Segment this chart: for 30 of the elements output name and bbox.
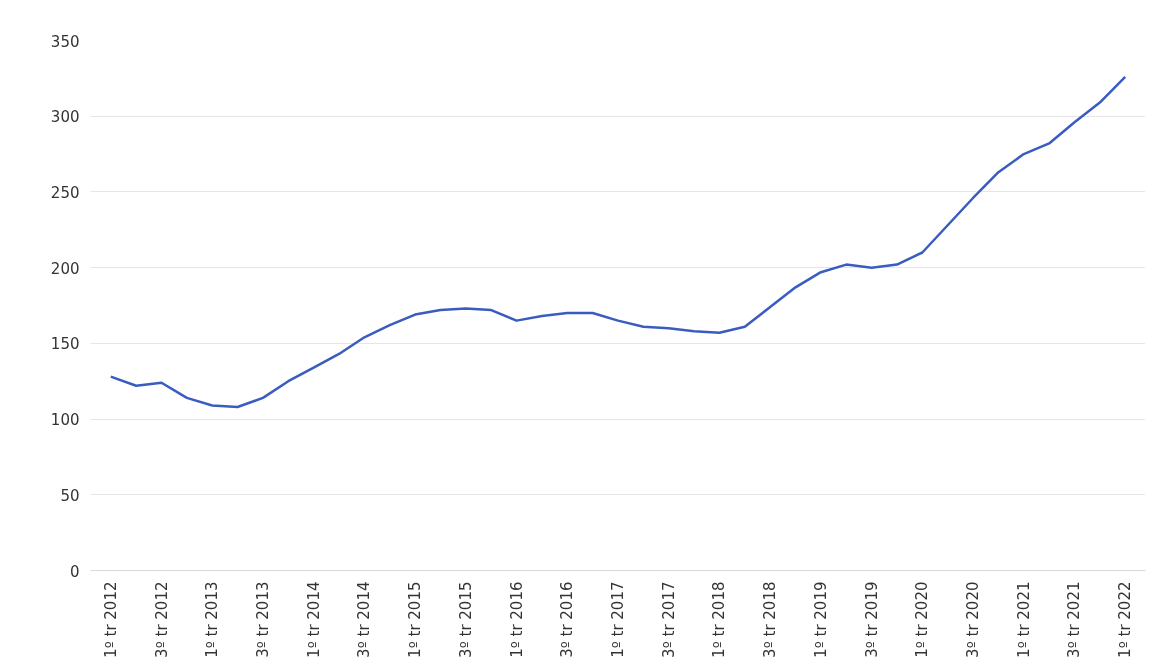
y-tick-label: 250 — [50, 183, 80, 202]
x-tick-label: 1º tr 2014 — [304, 581, 323, 658]
x-tick-label: 1º tr 2017 — [609, 581, 627, 658]
x-tick-label: 1º tr 2015 — [406, 581, 425, 658]
x-tick-label: 1º tr 2016 — [507, 581, 526, 658]
y-tick-label: 350 — [50, 32, 80, 51]
y-tick-label: 150 — [50, 335, 80, 354]
x-tick-label: 1º tr 2022 — [1116, 581, 1135, 658]
x-tick-label: 1º tr 2012 — [101, 581, 120, 658]
x-tick-label: 3º tr 2016 — [558, 581, 577, 658]
x-tick-label: 1º tr 2021 — [1014, 581, 1033, 658]
y-tick-label: 50 — [60, 486, 80, 505]
x-tick-label: 1º tr 2020 — [913, 581, 932, 658]
x-tick-label: 3º tr 2017 — [659, 581, 678, 658]
x-tick-label: 3º tr 2013 — [253, 581, 272, 658]
y-tick-label: 0 — [69, 562, 80, 581]
y-tick-label: 200 — [50, 259, 80, 278]
x-tick-label: 3º tr 2018 — [761, 581, 780, 658]
x-tick-label: 3º tr 2014 — [355, 581, 374, 658]
x-tick-label: 3º tr 2021 — [1065, 581, 1084, 658]
x-tick-label: 1º tr 2019 — [811, 581, 830, 658]
x-tick-label: 3º tr 2015 — [456, 581, 475, 658]
x-tick-label: 3º tr 2019 — [862, 581, 881, 658]
x-tick-label: 1º tr 2013 — [203, 581, 222, 658]
y-tick-label: 300 — [50, 108, 80, 127]
line-series — [109, 75, 1127, 409]
x-tick-label: 1º tr 2018 — [710, 581, 729, 658]
x-tick-label: 3º tr 2020 — [964, 581, 983, 658]
y-tick-label: 100 — [50, 411, 80, 430]
x-tick-label: 3º tr 2012 — [152, 581, 171, 658]
